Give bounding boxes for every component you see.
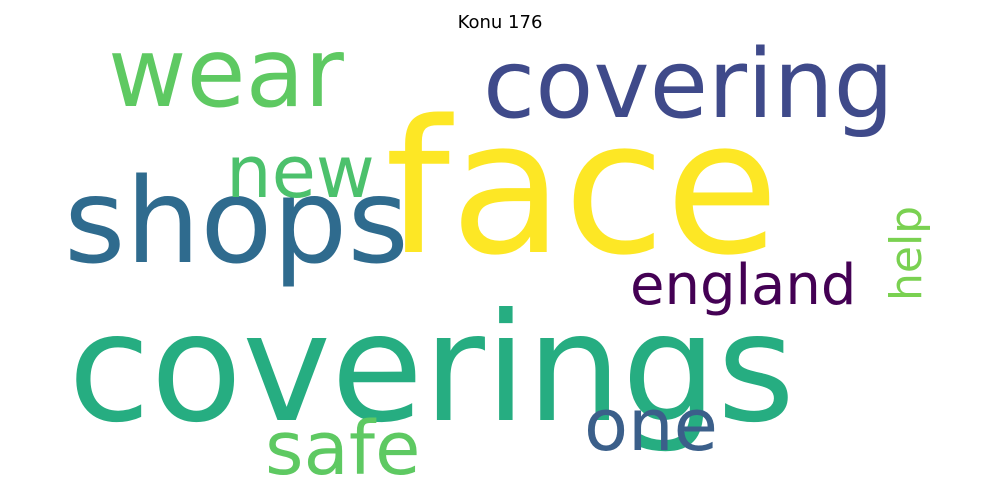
word-safe: safe xyxy=(265,406,420,492)
word-shops: shops xyxy=(64,152,409,290)
word-one: one xyxy=(584,383,718,467)
word-england: england xyxy=(630,253,856,318)
word-wear: wear xyxy=(108,17,344,129)
word-coverings: coverings xyxy=(68,282,795,456)
word-help: help xyxy=(881,206,932,301)
word-new: new xyxy=(226,130,375,214)
word-face: face xyxy=(385,80,779,296)
word-covering: covering xyxy=(483,30,894,140)
page-title: Konu 176 xyxy=(457,12,543,33)
